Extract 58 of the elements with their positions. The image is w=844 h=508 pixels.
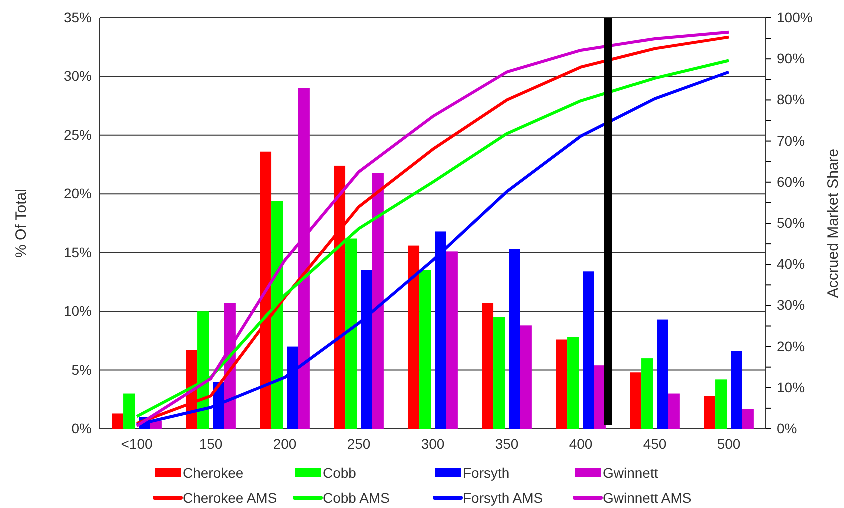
- y2-tick-label: 0%: [777, 420, 798, 436]
- legend-label: Cherokee AMS: [183, 490, 278, 506]
- y-tick-label: 25%: [64, 126, 92, 143]
- legend-label: Forsyth: [463, 465, 510, 481]
- bar: [583, 272, 594, 429]
- y-axis-title: % Of Total: [13, 189, 30, 258]
- y-tick-label: 0%: [72, 420, 92, 436]
- bar: [568, 337, 579, 429]
- legend-label: Gwinnett AMS: [603, 490, 692, 506]
- bar: [716, 380, 727, 429]
- y2-tick-label: 80%: [777, 92, 806, 108]
- y-tick-label: 20%: [64, 186, 92, 202]
- y-tick-label: 30%: [64, 68, 92, 84]
- bar: [630, 372, 642, 429]
- bar: [731, 351, 742, 429]
- bar: [556, 340, 568, 429]
- y2-tick-label: 90%: [777, 50, 806, 67]
- y2-tick-label: 20%: [777, 338, 806, 354]
- y2-tick-label: 30%: [777, 297, 806, 314]
- legend-label: Cobb: [323, 465, 357, 481]
- bar: [642, 358, 653, 429]
- legend-label: Forsyth AMS: [463, 490, 544, 506]
- y-tick-label: 10%: [64, 303, 92, 320]
- bar: [668, 394, 680, 429]
- y2-tick-label: 100%: [777, 9, 813, 26]
- legend-label: Gwinnett: [603, 465, 658, 481]
- x-tick-label: 250: [347, 436, 371, 452]
- bar: [408, 246, 420, 429]
- y-tick-label: 35%: [64, 9, 92, 26]
- legend-label: Cobb AMS: [323, 490, 390, 506]
- y-tick-label: 15%: [64, 244, 92, 260]
- bar: [742, 409, 754, 429]
- bar: [494, 317, 505, 429]
- y-tick-label: 5%: [72, 362, 92, 378]
- y2-tick-label: 70%: [777, 132, 806, 149]
- y2-axis-title: Accrued Market Share: [825, 148, 842, 298]
- x-tick-label: 450: [643, 436, 667, 452]
- y2-tick-label: 50%: [777, 214, 806, 231]
- bar: [372, 173, 384, 429]
- x-tick-label: 500: [717, 436, 741, 452]
- y2-tick-label: 40%: [777, 256, 806, 272]
- bar: [112, 414, 124, 429]
- bar: [509, 249, 520, 429]
- y2-tick-label: 60%: [777, 174, 806, 190]
- y2-tick-label: 10%: [777, 379, 806, 396]
- legend-label: Cherokee: [183, 465, 244, 481]
- x-tick-label: 150: [199, 436, 223, 452]
- x-tick-label: 200: [273, 436, 297, 452]
- bar: [657, 320, 668, 429]
- x-tick-label: 350: [495, 436, 519, 452]
- x-tick-label: 300: [421, 436, 445, 452]
- bar: [704, 396, 716, 429]
- bar: [482, 303, 494, 429]
- x-tick-label: <100: [121, 436, 153, 452]
- bar: [420, 270, 431, 429]
- x-tick-label: 400: [569, 436, 593, 452]
- bar: [520, 326, 532, 429]
- bar: [446, 252, 458, 429]
